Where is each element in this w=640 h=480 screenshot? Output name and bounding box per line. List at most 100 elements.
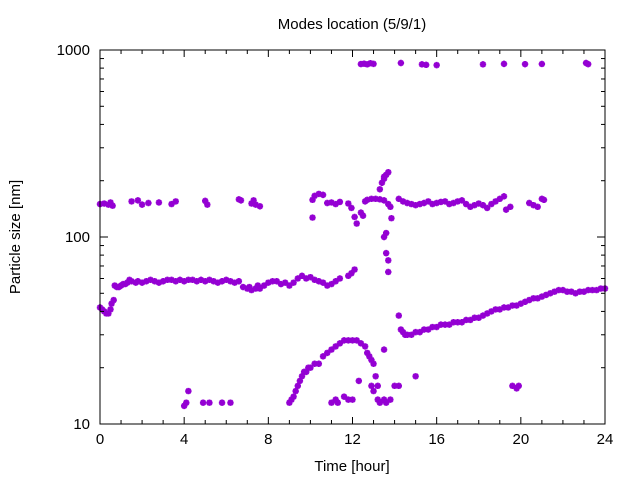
data-point — [559, 286, 567, 294]
data-point — [551, 288, 558, 295]
data-point — [496, 195, 503, 203]
data-point — [134, 278, 142, 285]
data-point — [315, 278, 323, 285]
data-point — [387, 203, 394, 211]
data-point — [542, 291, 550, 299]
data-point — [372, 195, 379, 203]
data-point — [351, 266, 358, 273]
data-point — [404, 331, 411, 338]
data-point — [340, 393, 348, 400]
data-point — [180, 402, 188, 410]
data-point — [336, 340, 344, 347]
y-tick-label: 100 — [65, 229, 90, 246]
data-point — [128, 278, 135, 285]
data-point — [353, 337, 360, 344]
data-point — [294, 275, 301, 282]
data-point — [540, 196, 548, 204]
data-point — [107, 199, 114, 206]
x-tick-label: 24 — [597, 431, 614, 448]
y-tick-label: 10 — [73, 416, 90, 433]
data-point — [475, 200, 482, 207]
data-point — [425, 326, 432, 333]
data-point — [372, 373, 379, 380]
data-point — [547, 290, 554, 297]
data-point — [388, 215, 395, 222]
data-point — [395, 312, 402, 319]
x-tick-label: 0 — [96, 431, 104, 448]
data-point — [385, 257, 392, 264]
data-point — [488, 308, 495, 315]
data-point — [454, 319, 461, 326]
data-point — [286, 399, 293, 406]
data-point — [509, 382, 516, 390]
data-point — [458, 319, 466, 326]
data-point — [488, 200, 495, 208]
x-tick-label: 20 — [512, 431, 529, 448]
x-tick-label: 12 — [344, 431, 361, 448]
data-point — [382, 399, 390, 406]
data-point — [324, 199, 331, 207]
data-point — [265, 279, 272, 286]
data-point — [307, 273, 314, 281]
data-point — [357, 209, 365, 216]
data-point — [328, 280, 335, 288]
data-point — [307, 364, 314, 371]
data-point — [315, 360, 323, 367]
data-point — [109, 202, 116, 209]
data-point — [223, 276, 230, 284]
data-point — [433, 199, 440, 207]
data-point — [517, 300, 525, 307]
data-point — [252, 285, 259, 292]
data-point — [311, 192, 318, 200]
data-point — [534, 203, 541, 211]
data-point — [425, 198, 432, 205]
data-point — [515, 382, 522, 390]
data-point — [340, 337, 348, 344]
data-point — [110, 296, 117, 304]
data-point — [218, 399, 226, 406]
x-tick-label: 16 — [428, 431, 445, 448]
data-point — [345, 200, 352, 207]
data-point — [380, 197, 388, 204]
data-point — [496, 306, 503, 313]
data-point — [429, 200, 436, 208]
data-point — [332, 343, 339, 350]
data-point — [475, 314, 482, 321]
data-point — [467, 203, 474, 211]
data-point — [235, 278, 243, 285]
data-point — [294, 382, 301, 390]
data-point — [355, 377, 363, 385]
plot-frame — [99, 49, 606, 425]
data-point — [450, 199, 457, 207]
data-point — [597, 285, 604, 292]
data-point — [124, 279, 131, 286]
data-point — [441, 198, 449, 205]
data-point — [336, 275, 344, 282]
data-point — [319, 191, 327, 199]
data-point — [385, 169, 392, 176]
data-point — [385, 268, 392, 276]
data-point — [364, 196, 371, 204]
data-point — [563, 288, 571, 295]
data-point — [530, 295, 537, 302]
data-point — [437, 198, 445, 206]
data-point — [408, 200, 415, 208]
data-point — [454, 198, 461, 205]
data-point — [500, 193, 508, 200]
data-point — [376, 399, 384, 406]
data-point — [509, 302, 516, 309]
chart-title: Modes location (5/9/1) — [278, 16, 426, 33]
data-point — [408, 331, 415, 338]
data-point — [462, 316, 470, 324]
data-point — [334, 399, 341, 406]
data-point — [269, 278, 276, 285]
data-point — [107, 306, 114, 313]
data-point — [538, 293, 546, 300]
data-point — [199, 399, 207, 406]
data-point — [397, 59, 405, 67]
data-point — [534, 295, 541, 302]
data-point — [467, 316, 474, 324]
data-point — [364, 349, 371, 357]
data-point — [479, 201, 487, 209]
